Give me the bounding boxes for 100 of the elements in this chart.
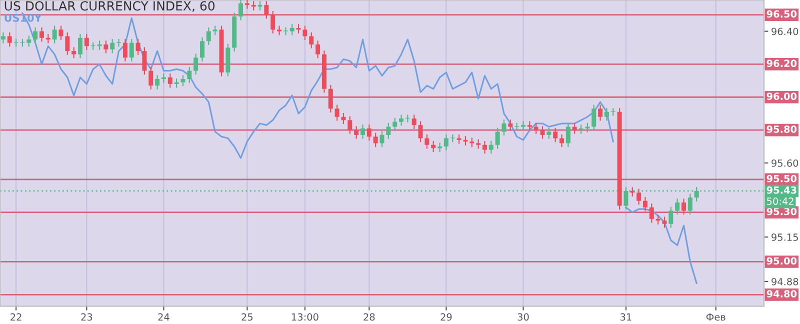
candlestick xyxy=(444,134,448,150)
ref-line-label: 96.20 xyxy=(766,60,797,68)
candlestick xyxy=(290,24,294,36)
candlestick xyxy=(161,74,166,83)
candlestick xyxy=(309,32,314,48)
candlestick xyxy=(0,32,6,44)
candlestick xyxy=(431,141,436,152)
candlestick xyxy=(58,26,64,40)
candlestick xyxy=(136,38,140,55)
candlestick xyxy=(328,85,333,112)
candlestick xyxy=(200,37,204,62)
candlestick xyxy=(148,66,154,90)
candlestick xyxy=(283,27,288,36)
candlestick xyxy=(39,27,44,42)
x-tick-label: 29 xyxy=(440,313,452,321)
candlestick xyxy=(366,124,372,140)
candlestick xyxy=(341,113,346,124)
candlestick xyxy=(540,126,545,139)
candlestick xyxy=(168,74,172,88)
candlestick xyxy=(187,66,192,83)
ref-line-label: 95.50 xyxy=(766,174,797,182)
candlestick xyxy=(386,122,391,139)
candlestick xyxy=(604,108,609,121)
candlestick xyxy=(514,122,520,131)
candlestick xyxy=(194,54,198,75)
candlestick xyxy=(668,206,674,228)
candlestick xyxy=(534,122,538,134)
x-tick-label: 28 xyxy=(364,313,375,321)
chart-title: US DOLLAR CURRENCY INDEX, 60 xyxy=(4,1,215,12)
candlestick xyxy=(129,38,134,62)
ref-line-label: 95.30 xyxy=(766,208,797,216)
x-tick-label: 25 xyxy=(242,313,253,321)
candlestick xyxy=(373,132,378,148)
x-tick-label: 31 xyxy=(620,313,632,321)
candlestick xyxy=(78,34,82,58)
x-tick-label: 23 xyxy=(81,313,92,321)
candlestick xyxy=(502,120,506,136)
candlestick xyxy=(122,38,128,62)
x-tick-label: 24 xyxy=(158,313,170,321)
ref-line-label: 95.00 xyxy=(766,257,797,265)
candlestick xyxy=(116,38,122,47)
candlestick xyxy=(52,26,57,44)
candlestick xyxy=(238,0,244,20)
text: 50:42 xyxy=(767,198,794,205)
candlestick xyxy=(682,198,686,215)
candlestick xyxy=(495,128,500,149)
candlestick xyxy=(316,40,320,58)
candlestick xyxy=(110,38,115,54)
candlestick xyxy=(560,134,564,148)
candlestick xyxy=(206,27,211,45)
candlestick xyxy=(334,104,340,121)
candlestick xyxy=(155,75,160,90)
candlestick xyxy=(508,120,513,131)
ref-line-label: 96.50 xyxy=(766,10,797,18)
ref-line-label: 95.80 xyxy=(766,126,797,133)
candlestick xyxy=(412,114,416,129)
candlestick xyxy=(476,139,481,149)
candlestick xyxy=(104,40,108,54)
x-tick-label: 13:00 xyxy=(292,313,318,321)
candlestick xyxy=(675,198,680,215)
candlestick xyxy=(418,121,423,142)
candlestick xyxy=(636,188,642,205)
x-tick-label: 30 xyxy=(518,313,529,321)
candlestick xyxy=(566,122,570,148)
candlestick xyxy=(450,134,455,142)
ref-line-label: 95.43 xyxy=(766,186,796,194)
x-tick-label: Фев xyxy=(706,313,726,321)
candlestick xyxy=(642,196,648,212)
candlestick xyxy=(142,47,147,75)
ref-line-label: 96.00 xyxy=(766,92,797,100)
candlestick xyxy=(33,27,38,44)
y-tick-label: 95.15 xyxy=(772,234,798,241)
candlestick xyxy=(553,128,558,142)
candlestick xyxy=(662,216,667,228)
candlestick xyxy=(277,26,282,36)
candlestick xyxy=(520,121,526,131)
candlestick xyxy=(438,142,442,152)
y-tick-label: 94.88 xyxy=(772,278,798,286)
candlestick xyxy=(270,10,276,34)
candlestick xyxy=(180,75,186,86)
candlestick xyxy=(302,26,308,40)
candlestick xyxy=(592,104,596,131)
candlestick xyxy=(688,194,692,215)
candlestick xyxy=(399,114,404,126)
candlestick xyxy=(354,126,359,139)
candlestick xyxy=(424,134,430,149)
candlestick xyxy=(72,47,76,58)
candlestick xyxy=(7,32,12,47)
candlestick xyxy=(392,118,398,131)
candlestick xyxy=(482,141,487,154)
candlestick xyxy=(360,124,365,139)
candlestick xyxy=(649,204,654,223)
candlestick xyxy=(26,36,32,47)
candlestick xyxy=(546,128,552,139)
ref-line-label: 94.80 xyxy=(766,290,797,298)
candlestick xyxy=(488,141,494,154)
y-tick-label: 95.60 xyxy=(772,159,798,167)
candlestick xyxy=(84,34,89,50)
candlestick xyxy=(348,116,352,134)
candlestick xyxy=(65,32,70,55)
